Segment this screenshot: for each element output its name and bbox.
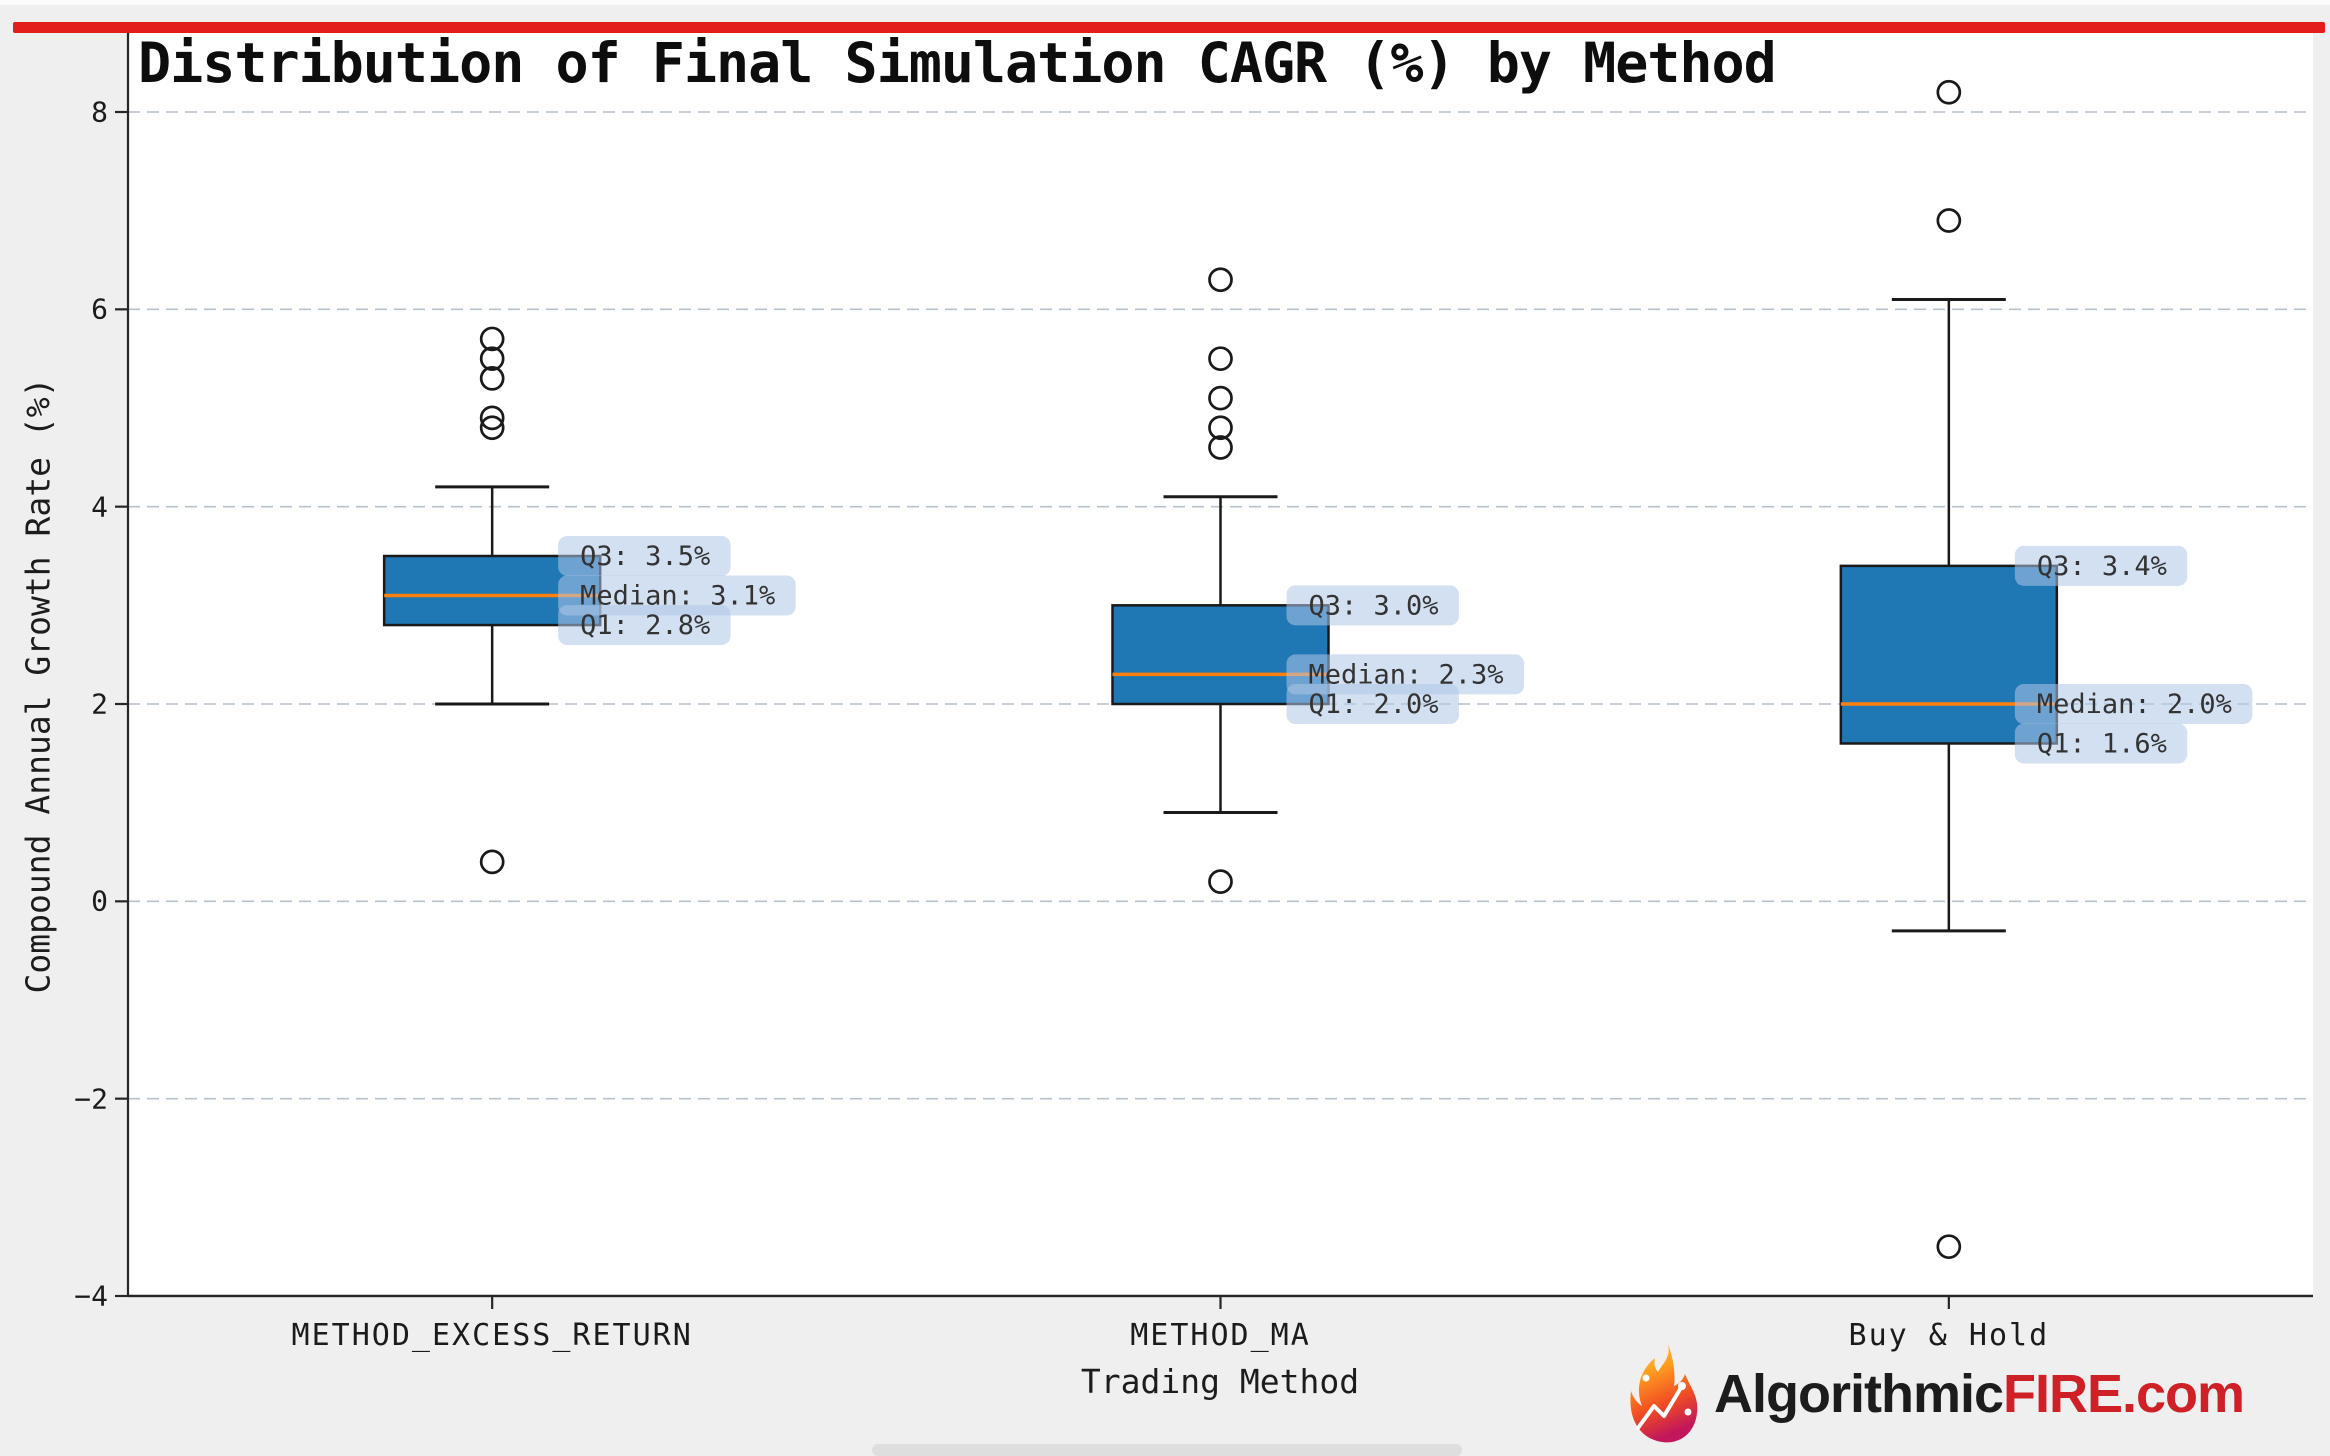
annotation-bg	[2014, 684, 2253, 724]
annotation-bg	[1286, 585, 1459, 626]
outlier-point	[1936, 208, 1962, 233]
outlier-point	[1208, 415, 1233, 441]
top-strip	[0, 0, 2330, 5]
bottom-pill	[872, 1444, 1462, 1456]
annotation-label: Median: 2.0%	[2037, 689, 2232, 720]
outlier-point	[1936, 1234, 1962, 1260]
y-tick-label: −2	[74, 1082, 108, 1116]
annotation-bg	[558, 536, 731, 576]
outlier-point	[1208, 435, 1233, 460]
x-axis-label: Trading Method	[1080, 1362, 1360, 1401]
watermark-text: AlgorithmicFIRE.com	[1714, 1363, 2245, 1425]
y-tick-label: 2	[91, 687, 108, 721]
annotation-bg	[2014, 723, 2188, 764]
annotation-label: Q3: 3.4%	[2037, 551, 2167, 582]
annotation-bg	[2014, 545, 2188, 586]
flame-icon	[1630, 1344, 1698, 1443]
annotation-bg	[1286, 684, 1459, 724]
x-tick-label: METHOD_MA	[1130, 1318, 1311, 1353]
outlier-point	[479, 346, 505, 372]
y-tick-label: −4	[74, 1279, 108, 1313]
outlier-point	[1208, 385, 1233, 411]
annotation-label: Q3: 3.0%	[1309, 590, 1439, 621]
y-tick-label: 6	[91, 292, 108, 326]
outlier-point	[479, 849, 505, 875]
annotation-label: Q1: 1.6%	[2037, 728, 2167, 759]
x-tick-label: Buy & Hold	[1848, 1318, 2050, 1353]
outlier-point	[479, 405, 505, 431]
outlier-point	[479, 326, 505, 352]
annotation-label: Q1: 2.0%	[1309, 689, 1439, 720]
y-tick-label: 0	[91, 884, 108, 918]
x-tick-label: METHOD_EXCESS_RETURN	[291, 1318, 693, 1353]
chart-title: Distribution of Final Simulation CAGR (%…	[138, 31, 1777, 95]
outlier-point	[479, 366, 505, 391]
watermark-text-red: FIRE.com	[2003, 1364, 2245, 1424]
annotation-label: Q3: 3.5%	[580, 541, 710, 572]
outlier-point	[479, 415, 505, 441]
outlier-point	[1208, 346, 1233, 372]
annotation-bg	[558, 605, 731, 646]
annotation-label: Q1: 2.8%	[580, 610, 710, 641]
watermark: AlgorithmicFIRE.com	[1622, 1338, 2245, 1450]
watermark-text-dark: Algorithmic	[1714, 1364, 2004, 1424]
y-tick-label: 4	[91, 490, 108, 524]
outlier-point	[1208, 267, 1233, 293]
outlier-point	[1208, 869, 1233, 894]
y-tick-label: 8	[91, 95, 108, 129]
accent-bar	[13, 22, 2325, 33]
outlier-point	[1936, 79, 1962, 105]
